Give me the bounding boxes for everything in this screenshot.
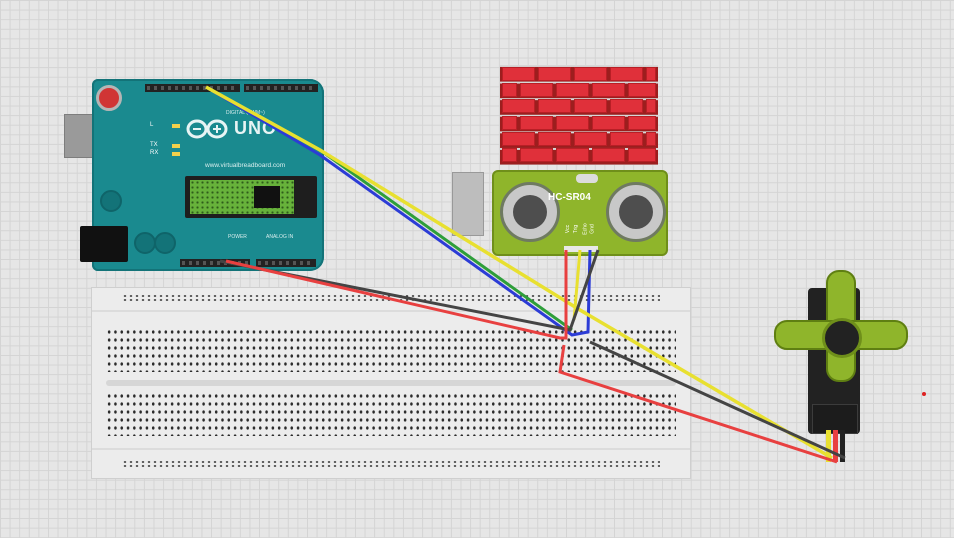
brick: [502, 83, 517, 98]
brick: [628, 148, 656, 162]
brick: [538, 99, 571, 114]
brick: [556, 148, 589, 162]
led-tx: [172, 144, 180, 148]
wire-yellow[interactable]: [205, 85, 833, 460]
wire-red-servo[interactable]: [558, 344, 838, 464]
brick: [502, 115, 517, 130]
brick: [628, 83, 656, 98]
brick: [502, 131, 535, 146]
brick: [628, 115, 656, 130]
power-label: POWER: [228, 234, 247, 240]
brick: [610, 99, 643, 114]
sensor-transmitter: [500, 182, 560, 242]
power-header[interactable]: [180, 259, 250, 267]
red-marker-dot: [922, 392, 926, 396]
brick: [646, 131, 656, 146]
digital-label: DIGITAL (PWM~): [226, 110, 265, 116]
sensor-title: HC-SR04: [548, 192, 591, 203]
wire-red[interactable]: [225, 250, 568, 340]
brick: [646, 67, 656, 81]
brick: [538, 67, 571, 81]
chip-ic: [254, 186, 280, 208]
led-rx: [172, 152, 180, 156]
brick: [610, 67, 643, 81]
power-rail-bottom[interactable]: [122, 460, 660, 468]
brick: [538, 131, 571, 146]
brick: [502, 99, 535, 114]
brick: [592, 115, 625, 130]
capacitor: [154, 232, 176, 254]
led-l: [172, 124, 180, 128]
wire-blue[interactable]: [205, 85, 592, 337]
sensor-crystal: [576, 174, 598, 183]
rail-divider: [92, 310, 690, 312]
rail-divider: [92, 448, 690, 450]
brick: [574, 67, 607, 81]
breadboard-center-gap: [106, 380, 676, 386]
brick: [556, 115, 589, 130]
servo-wire-power: [833, 430, 838, 462]
wire-yellow-sensor[interactable]: [572, 249, 582, 321]
led-tx-label: TX: [150, 142, 158, 148]
brick: [592, 148, 625, 162]
brick: [556, 83, 589, 98]
digital-header-2[interactable]: [244, 84, 318, 92]
brick: [520, 115, 553, 130]
brick: [520, 83, 553, 98]
servo-wire-ground: [840, 430, 845, 462]
servo-wire-signal: [826, 430, 831, 462]
sensor-pin-header[interactable]: [564, 246, 598, 252]
wire-black-servo[interactable]: [589, 340, 846, 460]
brick: [574, 99, 607, 114]
arduino-logo-icon: [186, 119, 228, 139]
ultrasonic-sensor[interactable]: [492, 170, 668, 256]
led-l-label: L: [150, 122, 154, 128]
brick: [574, 131, 607, 146]
sensor-receiver: [606, 182, 666, 242]
brick: [502, 67, 535, 81]
wire-black[interactable]: [219, 249, 600, 332]
brick: [646, 99, 656, 114]
analog-header[interactable]: [256, 259, 316, 267]
brick: [502, 148, 517, 162]
brick: [592, 83, 625, 98]
terminal-strip-bottom[interactable]: [106, 392, 676, 436]
sensor-connector: [452, 172, 484, 236]
capacitor: [100, 190, 122, 212]
led-rx-label: RX: [150, 150, 159, 156]
website-label: www.virtualbreadboard.com: [205, 162, 286, 169]
terminal-strip-top[interactable]: [106, 328, 676, 372]
servo-hub: [822, 318, 862, 358]
reset-button[interactable]: [96, 85, 122, 111]
arduino-board[interactable]: [92, 79, 324, 271]
digital-header-1[interactable]: [145, 84, 240, 92]
power-jack: [80, 226, 128, 262]
analog-label: ANALOG IN: [266, 234, 294, 240]
brick: [520, 148, 553, 162]
brick: [610, 131, 643, 146]
